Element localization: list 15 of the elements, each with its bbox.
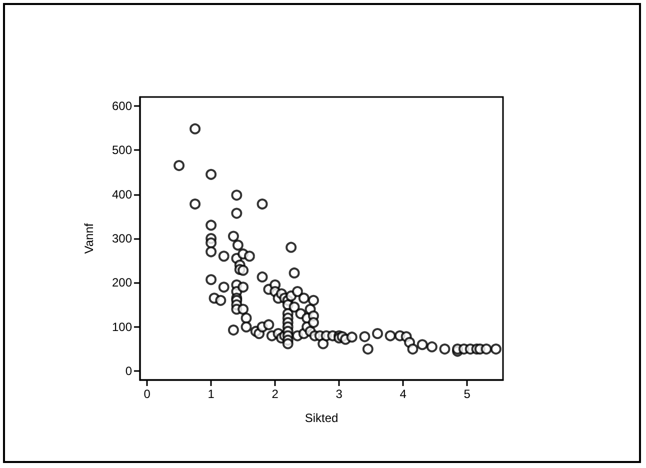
y-tick-label: 100: [112, 320, 132, 334]
x-tick-label: 4: [400, 387, 407, 401]
y-axis-title: Vannf: [82, 222, 96, 254]
y-tick-label: 200: [112, 276, 132, 290]
y-tick-label: 400: [112, 187, 132, 202]
x-tick-label: 2: [272, 387, 279, 401]
x-tick-label: 0: [144, 387, 151, 401]
x-tick-label: 1: [208, 387, 215, 401]
y-tick-label: 500: [112, 143, 132, 158]
y-tick-label: 0: [125, 364, 132, 378]
y-tick-label: 300: [112, 232, 132, 246]
x-tick-label: 5: [464, 387, 471, 401]
y-tick-label: 600: [112, 98, 132, 113]
x-tick-label: 3: [336, 387, 343, 401]
x-axis-title: Sikted: [304, 411, 338, 425]
